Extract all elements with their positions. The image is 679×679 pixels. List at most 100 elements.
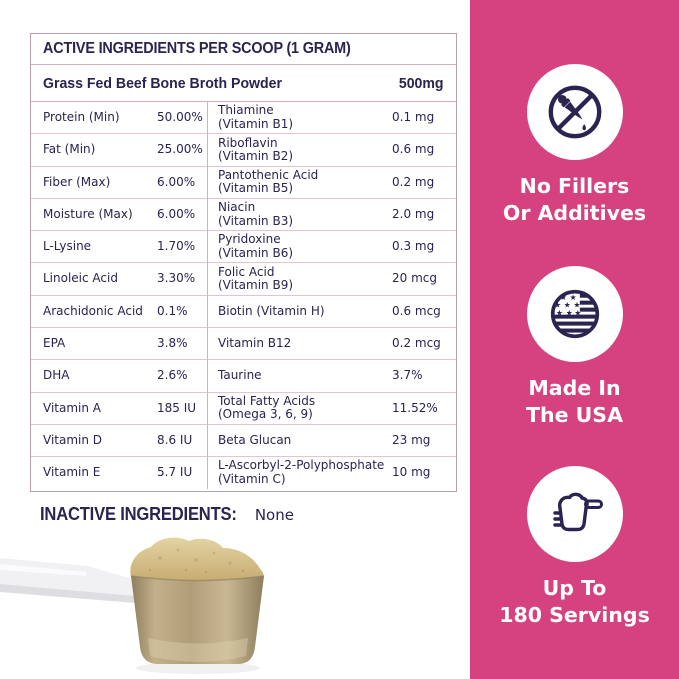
feature-label-line: 180 Servings	[499, 603, 650, 628]
ingredient-value: 1.70%	[157, 239, 196, 254]
table-row: Arachidonic Acid 0.1%	[31, 296, 207, 329]
ingredient-label: Protein (Min)	[43, 109, 120, 124]
table-title-row: ACTIVE INGREDIENTS PER SCOOP (1 GRAM)	[31, 34, 456, 65]
ingredient-value: 0.6 mcg	[392, 303, 441, 318]
inactive-label: INACTIVE INGREDIENTS:	[40, 504, 237, 524]
scoop-photo	[0, 537, 265, 674]
table-row: Vitamin B12 0.2 mcg	[208, 328, 456, 361]
ingredient-label: L-Lysine	[43, 239, 92, 254]
ingredient-label: Fat (Min)	[43, 142, 96, 157]
ingredient-value: 0.6 mg	[392, 142, 435, 157]
table-row: EPA 3.8%	[31, 328, 207, 361]
ingredient-value: 25.00%	[157, 142, 203, 157]
table-row: Taurine 3.7%	[208, 360, 456, 393]
ingredient-label: Linoleic Acid	[43, 271, 118, 286]
svg-text:★: ★	[563, 301, 570, 310]
ingredient-value: 2.6%	[157, 368, 188, 383]
svg-text:★: ★	[565, 308, 572, 317]
table-title: ACTIVE INGREDIENTS PER SCOOP (1 GRAM)	[43, 40, 351, 57]
feature-label-line: No Fillers	[519, 174, 630, 198]
ingredient-value: 50.00%	[157, 109, 203, 124]
ingredient-value: 23 mg	[392, 432, 431, 447]
ingredient-value: 3.30%	[157, 271, 196, 286]
table-row: L-Ascorbyl-2-Polyphosphate (Vitamin C) 10 …	[208, 457, 456, 488]
inactive-ingredients: INACTIVE INGREDIENTS: None	[40, 504, 294, 525]
table-row: Protein (Min) 50.00%	[31, 102, 207, 135]
feature-circle	[526, 466, 623, 562]
ingredient-label: Niacin (Vitamin B3)	[218, 200, 294, 228]
table-row: Thiamine (Vitamin B1) 0.1 mg	[208, 102, 456, 135]
feature-circle: ★ ★ ★ ★ ★ ★ ★ ★	[526, 266, 623, 362]
ingredient-value: 11.52%	[392, 400, 438, 415]
ingredient-label: Pyridoxine (Vitamin B6)	[218, 232, 294, 260]
ingredient-value: 8.6 IU	[157, 432, 193, 447]
ingredient-label: Folic Acid (Vitamin B9)	[218, 264, 294, 293]
feature-panel: No Fillers Or Additives	[470, 0, 679, 679]
scoop-icon	[552, 492, 603, 532]
ingredient-value: 3.8%	[157, 336, 188, 350]
feature-no-fillers: No Fillers Or Additives	[470, 64, 679, 228]
feature-label-line: Or Additives	[502, 201, 647, 226]
ingredient-label: Riboflavin (Vitamin B2)	[218, 135, 294, 163]
ingredient-label: Moisture (Max)	[43, 206, 133, 221]
ingredient-value: 6.00%	[157, 174, 196, 189]
table-row: L-Lysine 1.70%	[31, 231, 207, 264]
table-row: Pantothenic Acid (Vitamin B5) 0.2 mg	[208, 167, 456, 199]
ingredient-value: 10 mg	[392, 465, 431, 480]
table-row: Beta Glucan 23 mg	[208, 425, 456, 458]
table-row: Vitamin A 185 IU	[31, 393, 207, 425]
table-row: Fat (Min) 25.00%	[31, 134, 207, 167]
table-row: DHA 2.6%	[31, 360, 207, 393]
table-row: Fiber (Max) 6.00%	[31, 167, 207, 199]
ingredient-value: 5.7 IU	[157, 465, 193, 480]
table-row: Vitamin D 8.6 IU	[31, 425, 207, 458]
svg-text:★: ★	[554, 301, 561, 310]
ingredient-label: Vitamin D	[43, 432, 103, 447]
ingredient-value: 0.3 mg	[392, 239, 435, 254]
right-column: Thiamine (Vitamin B1) 0.1 mg Riboflavin (Vit…	[208, 102, 456, 489]
feature-made-in-usa: ★ ★ ★ ★ ★ ★ ★ ★ Made In The USA	[470, 266, 679, 430]
ingredient-value: 0.2 mg	[392, 174, 435, 189]
ingredient-value: 185 IU	[157, 400, 197, 415]
inactive-value: None	[254, 506, 294, 524]
table-row: Linoleic Acid 3.30%	[31, 263, 207, 296]
ingredient-label: Biotin (Vitamin H)	[218, 303, 325, 318]
left-column: Protein (Min) 50.00% Fat (Min) 25.00% Fiber …	[31, 102, 208, 489]
ingredient-value: 20 mcg	[392, 271, 437, 286]
feature-servings: Up To 180 Servings	[470, 466, 679, 630]
feature-label-line: The USA	[526, 403, 623, 428]
ingredient-label: Total Fatty Acids (Omega 3, 6, 9)	[218, 393, 316, 422]
ingredient-label: EPA	[43, 336, 66, 350]
feature-label: No Fillers Or Additives	[503, 173, 646, 228]
table-row: Folic Acid (Vitamin B9) 20 mcg	[208, 263, 456, 296]
svg-text:★: ★	[569, 293, 576, 302]
feature-label: Made In The USA	[526, 375, 623, 430]
table-row: Vitamin E 5.7 IU	[31, 457, 207, 488]
table-row: Pyridoxine (Vitamin B6) 0.3 mg	[208, 231, 456, 264]
ingredient-label: Beta Glucan	[218, 432, 292, 447]
ingredient-label: Vitamin A	[43, 400, 101, 415]
ingredient-value: 3.7%	[392, 368, 423, 383]
usa-flag-icon: ★ ★ ★ ★ ★ ★ ★ ★	[550, 289, 599, 339]
feature-label-line: Up To	[542, 576, 607, 600]
svg-text:★: ★	[574, 308, 581, 317]
feature-circle	[526, 64, 623, 160]
ingredient-value: 0.2 mcg	[392, 336, 441, 350]
table-columns: Protein (Min) 50.00% Fat (Min) 25.00% Fiber …	[31, 102, 456, 489]
ingredient-label: Thiamine (Vitamin B1)	[218, 103, 294, 131]
table-row: Moisture (Max) 6.00%	[31, 199, 207, 232]
ingredient-label: L-Ascorbyl-2-Polyphosphate (Vitamin C)	[218, 458, 385, 486]
ingredients-table: ACTIVE INGREDIENTS PER SCOOP (1 GRAM) Gr…	[30, 33, 457, 492]
feature-label: Up To 180 Servings	[499, 575, 650, 630]
ingredient-value: 2.0 mg	[392, 206, 435, 221]
svg-text:★: ★	[556, 308, 563, 317]
table-row: Total Fatty Acids (Omega 3, 6, 9) 11.52%	[208, 393, 456, 425]
header-amount: 500mg	[399, 74, 444, 92]
table-row: Riboflavin (Vitamin B2) 0.6 mg	[208, 134, 456, 167]
table-row: Biotin (Vitamin H) 0.6 mcg	[208, 296, 456, 329]
header-ingredient: Grass Fed Beef Bone Broth Powder	[43, 74, 282, 92]
ingredient-label: Pantothenic Acid (Vitamin B5)	[218, 167, 319, 196]
ingredient-label: Taurine	[218, 368, 262, 383]
ingredient-value: 0.1%	[157, 303, 188, 318]
ingredient-value: 6.00%	[157, 206, 196, 221]
